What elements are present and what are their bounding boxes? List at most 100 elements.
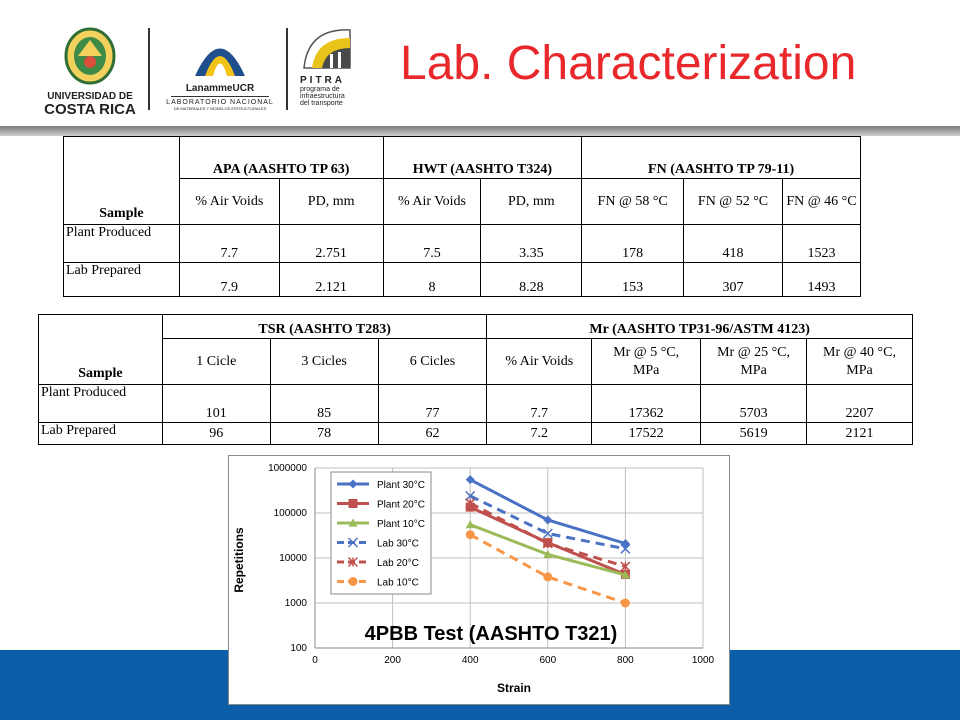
slide-title: Lab. Characterization xyxy=(400,37,857,90)
data-point xyxy=(620,543,631,554)
legend-label: Plant 30°C xyxy=(377,480,425,491)
lanamme-logo: LanammeUCR LABORATORIO NACIONAL DE MATER… xyxy=(165,26,275,118)
group-header-apa: APA (AASHTO TP 63) xyxy=(178,136,384,179)
table-cell: 7.7 xyxy=(178,224,280,263)
lanamme-mark-icon xyxy=(195,48,245,76)
series-lab-10-c xyxy=(465,530,630,608)
row-label: Plant Produced xyxy=(38,384,163,423)
lanamme-sub2: DE MATERIALES Y MODELOS ESTRUCTURALES xyxy=(173,106,267,111)
table-cell: 153 xyxy=(581,262,685,297)
table-cell: 2.751 xyxy=(278,224,384,263)
table-cell: 17522 xyxy=(591,422,702,445)
subheader-line: Mr @ 25 °C, xyxy=(717,344,791,360)
table-cell: 78 xyxy=(269,422,379,445)
legend-marker xyxy=(347,556,359,568)
y-tick-label: 100 xyxy=(290,643,307,654)
x-tick-label: 400 xyxy=(462,655,479,666)
x-tick-label: 200 xyxy=(384,655,401,666)
table-cell: 17362 xyxy=(591,384,702,423)
table-cell: 7.7 xyxy=(486,384,593,423)
group-header-tsr: TSR (AASHTO T283) xyxy=(161,314,488,339)
table-cell: 5703 xyxy=(700,384,808,423)
subheader-line: MPa xyxy=(740,362,767,378)
subheader-cell: 1 Cicle xyxy=(161,338,271,385)
ucr-name-line1: UNIVERSIDAD DE xyxy=(47,91,133,102)
legend-marker xyxy=(348,577,358,586)
y-tick-label: 10000 xyxy=(279,553,307,564)
group-header-mr: Mr (AASHTO TP31-96/ASTM 4123) xyxy=(486,314,913,339)
table-row: Lab Prepared 7.9 2.121 8 8.28 153 307 14… xyxy=(63,262,862,297)
pitra-sub1: programa de xyxy=(300,86,340,93)
header-divider-bar xyxy=(0,126,960,136)
table-cell: 7.9 xyxy=(178,262,280,297)
subheader-cell: Mr @ 40 °C, MPa xyxy=(806,338,913,385)
lanamme-divider xyxy=(171,96,269,97)
y-tick-label: 1000 xyxy=(285,598,308,609)
subheader-cell: PD, mm xyxy=(278,178,384,225)
table-cell: 2207 xyxy=(806,384,913,423)
table-cell: 85 xyxy=(269,384,379,423)
table-cell: 77 xyxy=(377,384,488,423)
x-tick-label: 1000 xyxy=(692,655,715,666)
series-line xyxy=(469,494,626,551)
legend-marker xyxy=(348,518,358,527)
table-cell: 101 xyxy=(161,384,271,423)
data-point xyxy=(465,530,475,540)
table-cell: 8.28 xyxy=(480,262,583,297)
y-axis-label: Repetitions xyxy=(232,527,246,593)
row-label: Lab Prepared xyxy=(38,422,163,445)
data-point xyxy=(465,490,476,501)
ucr-seal-icon xyxy=(64,27,116,85)
ucr-logo: UNIVERSIDAD DE COSTA RICA xyxy=(40,26,140,118)
pitra-mark-icon xyxy=(303,29,351,69)
legend-marker xyxy=(347,537,359,548)
table-row: Plant Produced 7.7 2.751 7.5 3.35 178 41… xyxy=(63,224,862,263)
subheader-cell: % Air Voids xyxy=(382,178,482,225)
subheader-cell: 3 Cicles xyxy=(269,338,379,385)
subheader-cell: PD, mm xyxy=(480,178,583,225)
data-point xyxy=(542,528,553,539)
data-point xyxy=(465,498,476,509)
logo-separator xyxy=(148,28,150,110)
subheader-cell: % Air Voids xyxy=(486,338,593,385)
data-point xyxy=(542,538,553,549)
pitra-logo: PITRA programa de infraestructura del tr… xyxy=(300,26,360,118)
series-line xyxy=(469,501,626,568)
table-apa-hwt-fn: Sample APA (AASHTO TP 63) HWT (AASHTO T3… xyxy=(63,136,862,297)
table-cell: 3.35 xyxy=(480,224,583,263)
data-point xyxy=(620,570,630,579)
series-lab-20-c xyxy=(465,498,631,572)
data-point xyxy=(465,520,475,529)
slide-header: UNIVERSIDAD DE COSTA RICA LanammeUCR LAB… xyxy=(0,0,960,128)
legend-label: Lab 20°C xyxy=(377,558,419,569)
x-tick-label: 800 xyxy=(617,655,634,666)
logo-separator xyxy=(286,28,288,110)
data-point xyxy=(465,475,475,485)
table-cell: 5619 xyxy=(700,422,808,445)
data-point xyxy=(543,549,553,559)
table-cell: 8 xyxy=(382,262,482,297)
subheader-cell: Mr @ 5 °C, MPa xyxy=(591,338,702,385)
legend-label: Lab 10°C xyxy=(377,578,419,589)
y-tick-label: 100000 xyxy=(274,508,308,519)
table-cell: 2.121 xyxy=(278,262,384,297)
pitra-sub3: del transporte xyxy=(300,100,343,107)
row-label: Plant Produced xyxy=(63,224,180,263)
subheader-cell: FN @ 52 °C xyxy=(683,178,783,225)
table-cell: 307 xyxy=(683,262,783,297)
legend-box xyxy=(330,471,432,595)
chart-title: 4PBB Test (AASHTO T321) xyxy=(365,623,618,645)
lanamme-sub1: LABORATORIO NACIONAL xyxy=(166,99,274,106)
subheader-cell: 6 Cicles xyxy=(377,338,488,385)
table-row: Lab Prepared 96 78 62 7.2 17522 5619 212… xyxy=(38,422,913,445)
legend-label: Lab 30°C xyxy=(377,539,419,550)
subheader-cell: FN @ 58 °C xyxy=(581,178,685,225)
sample-header: Sample xyxy=(63,136,180,225)
table-cell: 62 xyxy=(377,422,488,445)
table-row: Plant Produced 101 85 77 7.7 17362 5703 … xyxy=(38,384,913,423)
x-tick-label: 600 xyxy=(539,655,556,666)
series-line xyxy=(469,533,626,605)
chart-container: 0 200 400 600 800 1000 100 1000 10000 100000 10000… xyxy=(228,455,730,705)
subheader-line: Mr @ 40 °C, xyxy=(823,344,896,360)
subheader-line: MPa xyxy=(632,362,660,378)
